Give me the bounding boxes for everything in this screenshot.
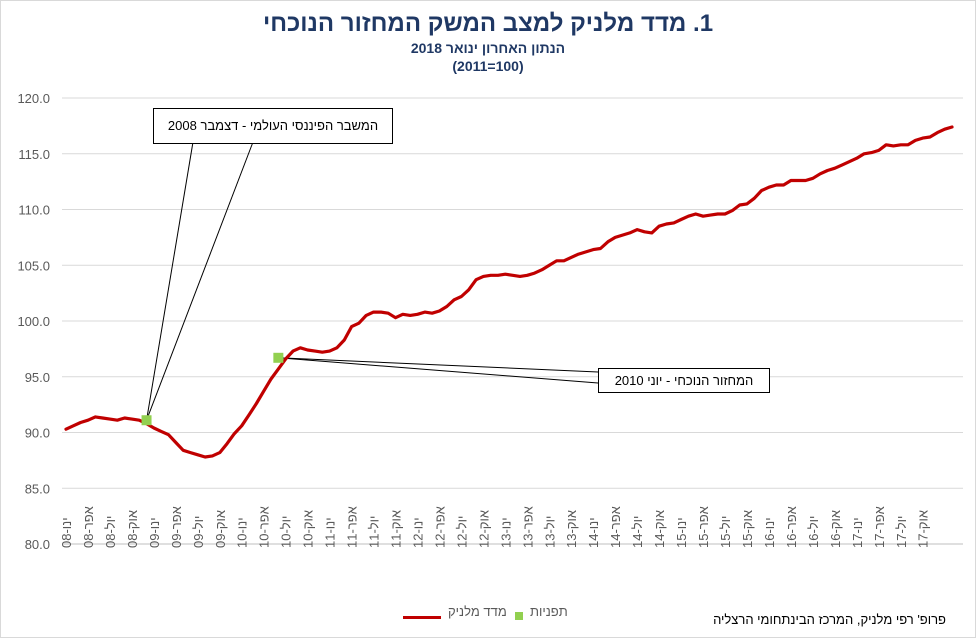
- y-tick-label: 115.0: [18, 147, 50, 162]
- x-tick-label: ינו-13: [498, 517, 513, 548]
- annotation-leader-line: [146, 141, 254, 421]
- x-tick-label: אפר-14: [608, 506, 623, 548]
- x-tick-label: אפר-11: [345, 506, 360, 548]
- x-tick-label: אוק-14: [652, 510, 667, 548]
- y-tick-label: 110.0: [18, 203, 50, 218]
- annotation-leader-line: [146, 141, 194, 421]
- x-tick-label: ינו-14: [586, 517, 601, 548]
- x-tick-label: יול-15: [718, 516, 733, 548]
- x-tick-label: יול-09: [191, 516, 206, 548]
- legend-turning-points-label: תפניות: [530, 604, 568, 619]
- x-tick-label: אוק-10: [301, 510, 316, 548]
- x-tick-label: יול-17: [894, 516, 909, 548]
- x-tick-label: יול-16: [806, 516, 821, 548]
- y-tick-label: 90.0: [25, 426, 50, 441]
- x-tick-label: אפר-17: [872, 506, 887, 548]
- x-tick-label: ינו-12: [410, 517, 425, 548]
- x-tick-label: אפר-16: [784, 506, 799, 548]
- x-tick-label: אוק-13: [564, 510, 579, 548]
- y-tick-label: 120.0: [17, 91, 50, 106]
- annotation-leader-line: [278, 357, 599, 384]
- annotation-financial-crisis: המשבר הפיננסי העולמי - דצמבר 2008: [153, 108, 393, 144]
- x-tick-label: אפר-09: [169, 506, 184, 548]
- legend-line-swatch: [403, 616, 441, 619]
- x-tick-label: יול-12: [454, 516, 469, 548]
- y-tick-label: 80.0: [25, 537, 50, 552]
- turning-point-marker: [141, 415, 152, 426]
- x-tick-label: אוק-17: [916, 510, 931, 548]
- x-tick-label: אפר-08: [81, 506, 96, 548]
- y-tick-label: 85.0: [25, 481, 50, 496]
- y-tick-label: 100.0: [17, 314, 50, 329]
- y-tick-label: 105.0: [17, 258, 50, 273]
- chart-base-note: (2011=100): [452, 58, 524, 74]
- x-tick-label: אפר-13: [520, 506, 535, 548]
- x-tick-label: יול-10: [279, 516, 294, 548]
- x-tick-label: יול-13: [542, 516, 557, 548]
- x-tick-label: ינו-09: [147, 517, 162, 548]
- annotation-current-cycle: המחזור הנוכחי - יוני 2010: [598, 368, 770, 393]
- x-tick-label: אוק-08: [125, 510, 140, 548]
- x-tick-label: יול-11: [367, 516, 382, 548]
- credit-text: פרופ' רפי מלניק, המרכז הבינתחומי הרצליה: [713, 612, 946, 627]
- series-line-melnick-index: [64, 125, 954, 459]
- x-tick-label: אוק-16: [828, 510, 843, 548]
- x-tick-label: ינו-11: [323, 517, 338, 548]
- x-tick-label: ינו-16: [762, 517, 777, 548]
- turning-point-marker: [273, 352, 284, 363]
- x-tick-label: ינו-10: [235, 517, 250, 548]
- legend-marker-swatch: [515, 612, 523, 620]
- chart-subtitle: הנתון האחרון ינואר 2018: [410, 40, 566, 56]
- x-tick-label: אפר-10: [257, 506, 272, 548]
- annotation-leader-line: [278, 357, 599, 373]
- x-tick-label: אוק-15: [740, 510, 755, 548]
- x-tick-label: ינו-15: [674, 517, 689, 548]
- x-tick-label: ינו-17: [850, 517, 865, 548]
- x-tick-label: יול-08: [103, 516, 118, 548]
- y-tick-label: 95.0: [25, 370, 50, 385]
- x-tick-label: אוק-11: [389, 510, 404, 548]
- x-tick-label: יול-14: [630, 516, 645, 548]
- chart-title: 1. מדד מלניק למצב המשק המחזור הנוכחי: [262, 10, 714, 37]
- x-tick-label: אוק-12: [476, 510, 491, 548]
- x-tick-label: אפר-12: [432, 506, 447, 548]
- legend-series-label: מדד מלניק: [448, 604, 507, 619]
- x-tick-label: אוק-09: [213, 510, 228, 548]
- x-tick-label: ינו-08: [59, 517, 74, 548]
- x-tick-label: אפר-15: [696, 506, 711, 548]
